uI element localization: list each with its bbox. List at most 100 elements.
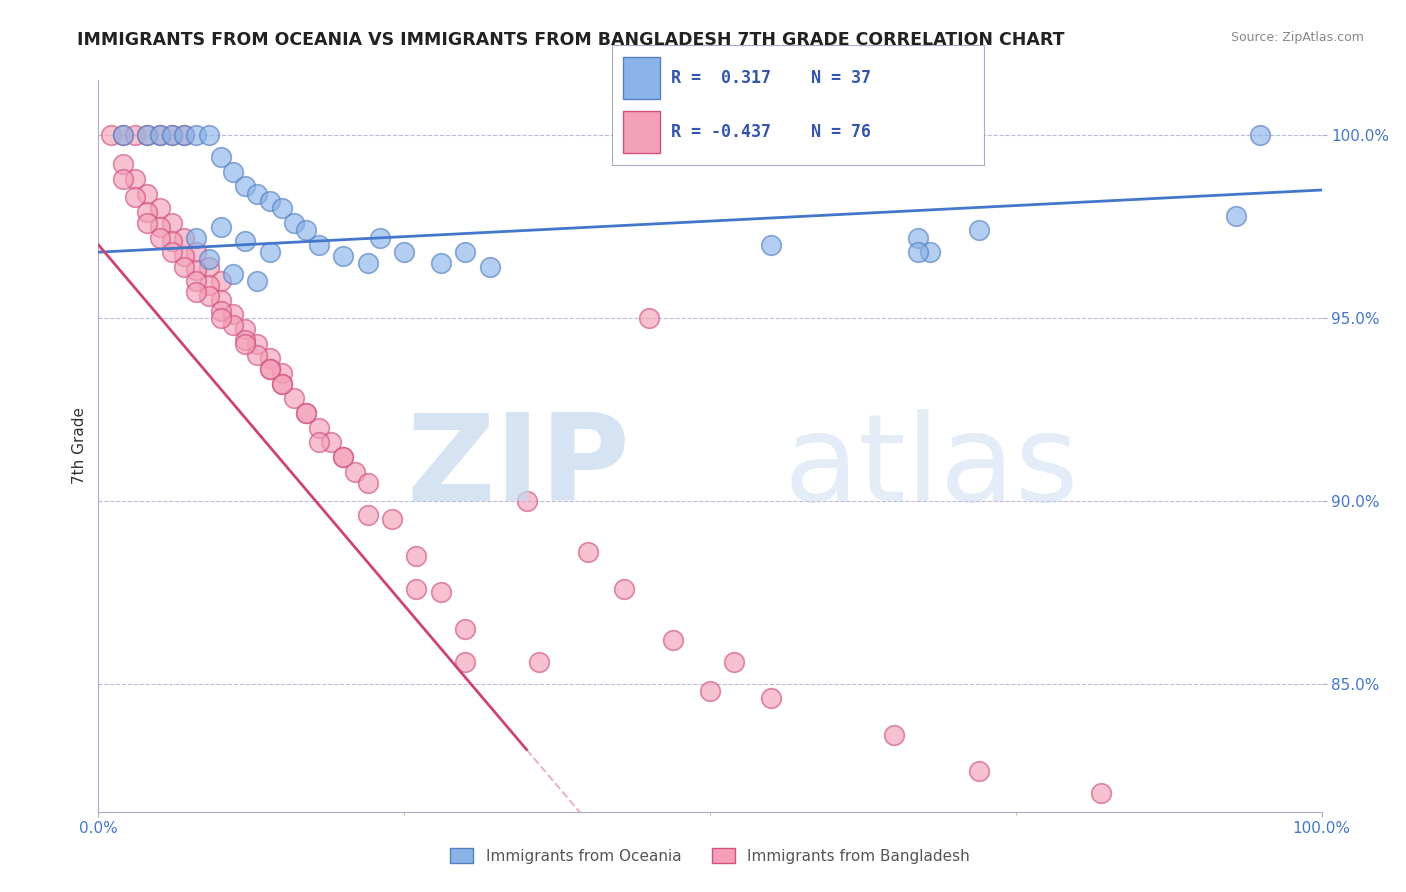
Point xyxy=(920,245,942,260)
Point xyxy=(197,289,219,303)
Point xyxy=(186,274,208,288)
Point xyxy=(308,420,330,434)
Point xyxy=(308,435,330,450)
Y-axis label: 7th Grade: 7th Grade xyxy=(72,408,87,484)
Point xyxy=(111,128,134,142)
Point xyxy=(186,263,208,277)
Point xyxy=(430,585,453,599)
Point xyxy=(209,219,232,234)
Point xyxy=(209,311,232,326)
Point xyxy=(332,450,354,464)
Point xyxy=(136,128,159,142)
Point xyxy=(111,157,134,171)
Point xyxy=(270,376,294,391)
Point xyxy=(454,245,477,260)
Point xyxy=(233,336,256,351)
Point xyxy=(699,684,721,698)
Point xyxy=(173,230,195,244)
Point xyxy=(283,392,305,406)
Point xyxy=(246,348,269,362)
Point xyxy=(246,274,269,288)
Point xyxy=(332,450,354,464)
Point xyxy=(319,435,342,450)
Point xyxy=(233,322,256,336)
Point xyxy=(222,307,245,321)
Point xyxy=(344,465,367,479)
Point xyxy=(246,186,269,201)
Point xyxy=(259,351,281,366)
Point xyxy=(295,406,318,420)
Point xyxy=(209,303,232,318)
Point xyxy=(392,245,416,260)
Point xyxy=(186,245,208,260)
Point xyxy=(209,150,232,164)
Point xyxy=(233,179,256,194)
Point xyxy=(197,128,219,142)
Point xyxy=(723,655,745,669)
Point xyxy=(197,252,219,267)
Point xyxy=(149,202,172,216)
Point xyxy=(454,655,477,669)
Point xyxy=(173,249,195,263)
Point xyxy=(405,582,427,596)
Bar xyxy=(623,57,659,99)
Point xyxy=(662,632,685,647)
Point xyxy=(259,362,281,376)
Point xyxy=(197,260,219,274)
Point xyxy=(160,245,183,260)
Point xyxy=(124,172,146,186)
Point xyxy=(111,172,134,186)
Point xyxy=(173,128,195,142)
Point xyxy=(270,376,294,391)
Point xyxy=(515,493,537,508)
Point xyxy=(160,234,183,248)
Point xyxy=(149,219,172,234)
Text: R =  0.317    N = 37: R = 0.317 N = 37 xyxy=(671,69,872,87)
Point xyxy=(149,128,172,142)
Point xyxy=(124,190,146,204)
Point xyxy=(907,230,929,244)
Point xyxy=(356,256,378,270)
Point xyxy=(883,728,905,742)
Point xyxy=(478,260,501,274)
Point xyxy=(100,128,122,142)
Point xyxy=(907,245,929,260)
Point xyxy=(136,216,159,230)
Point xyxy=(197,278,219,293)
Point xyxy=(111,128,134,142)
Text: Source: ZipAtlas.com: Source: ZipAtlas.com xyxy=(1230,31,1364,45)
Point xyxy=(527,655,550,669)
Point xyxy=(136,128,159,142)
Point xyxy=(149,230,172,244)
Point xyxy=(259,194,281,208)
Point xyxy=(186,230,208,244)
Point xyxy=(761,237,783,252)
Point xyxy=(222,267,245,281)
Point xyxy=(270,366,294,380)
Point xyxy=(637,311,661,326)
Text: R = -0.437    N = 76: R = -0.437 N = 76 xyxy=(671,123,872,141)
Point xyxy=(967,223,990,237)
Text: ZIP: ZIP xyxy=(406,409,630,526)
Point xyxy=(283,216,305,230)
Point xyxy=(186,285,208,300)
Point xyxy=(332,249,354,263)
Point xyxy=(246,336,269,351)
Point xyxy=(209,274,232,288)
Point xyxy=(368,230,391,244)
Point xyxy=(160,128,183,142)
Bar xyxy=(623,111,659,153)
Point xyxy=(613,582,636,596)
Point xyxy=(233,333,256,347)
Point xyxy=(222,164,245,178)
Point xyxy=(295,406,318,420)
Point xyxy=(381,512,404,526)
Point xyxy=(186,128,208,142)
Point xyxy=(295,223,318,237)
Point xyxy=(136,186,159,201)
Point xyxy=(576,545,599,559)
Point xyxy=(1225,209,1247,223)
Point xyxy=(259,245,281,260)
Point xyxy=(405,549,427,563)
Point xyxy=(356,475,378,490)
